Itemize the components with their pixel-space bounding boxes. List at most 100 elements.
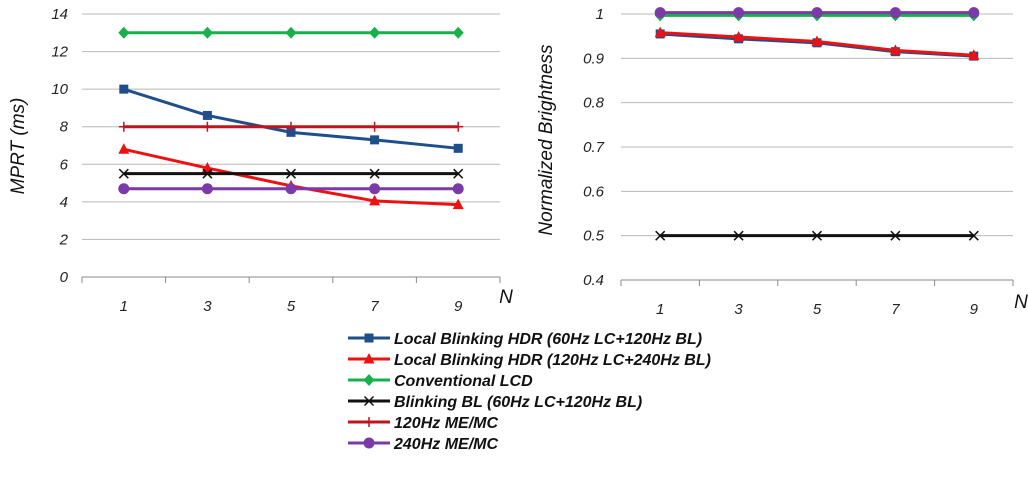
data-point — [369, 183, 381, 195]
series-120hz-me-mc — [118, 121, 464, 132]
y-tick-label: 2 — [59, 231, 69, 248]
data-point — [286, 121, 296, 132]
legend-marker — [363, 437, 375, 449]
data-point — [452, 26, 464, 39]
data-point — [285, 26, 297, 39]
y-tick-label: 0 — [60, 269, 69, 286]
legend-label: Local Blinking HDR (60Hz LC+120Hz BL) — [394, 331, 702, 348]
series-240hz-me-mc — [118, 183, 464, 195]
data-point — [201, 183, 213, 195]
legend-label: Conventional LCD — [394, 373, 533, 390]
data-point — [453, 121, 464, 132]
y-tick-label: 0.6 — [583, 183, 605, 200]
data-point — [733, 31, 745, 42]
series-blinking-bl-60hz-lc-120hz-bl — [118, 168, 464, 179]
y-tick-label: 14 — [51, 6, 68, 23]
series-local-blinking-hdr-60hz-lc-120hz-bl — [119, 84, 463, 153]
data-point — [733, 7, 745, 19]
legend-item: Local Blinking HDR (60Hz LC+120Hz BL) — [348, 331, 702, 348]
data-point — [811, 35, 823, 46]
data-point — [811, 7, 823, 19]
chart-panel-1: 0 2 4 6 8 10 12 14 1 3 5 7 9 N MPRT (ms) — [8, 6, 513, 315]
data-point — [285, 168, 297, 179]
x-tick-label: 3 — [734, 301, 743, 318]
series-line — [123, 147, 459, 207]
x-axis-label: N — [499, 287, 513, 308]
legend-marker — [363, 374, 375, 386]
y-tick-label: 4 — [60, 194, 68, 211]
y-tick-label: 1 — [596, 6, 604, 23]
legend-item: 240Hz ME/MC — [348, 436, 498, 453]
data-point — [202, 121, 213, 132]
chart-panel-2: 0.4 0.5 0.6 0.7 0.8 0.9 1 1 3 5 7 9 N Normalized Brig… — [536, 6, 1028, 318]
x-tick-label: 7 — [891, 301, 900, 318]
data-point — [968, 7, 980, 19]
legend-label: 120Hz ME/MC — [394, 415, 498, 432]
legend-label: Blinking BL (60Hz LC+120Hz BL) — [394, 394, 642, 411]
data-point — [119, 84, 129, 94]
x-tick-label: 5 — [813, 301, 822, 318]
data-point — [369, 194, 381, 206]
data-point — [369, 168, 380, 179]
x-tick-label: 7 — [370, 298, 379, 315]
data-point — [654, 7, 666, 19]
legend-item: Local Blinking HDR (120Hz LC+240Hz BL) — [348, 352, 711, 369]
series-conventional-lcd — [118, 26, 464, 39]
data-point — [968, 230, 979, 241]
legend-item: 120Hz ME/MC — [348, 415, 498, 432]
y-tick-label: 0.5 — [583, 228, 605, 245]
data-point — [811, 230, 823, 241]
x-tick-label: 3 — [203, 298, 212, 315]
data-point — [369, 26, 381, 39]
data-point — [890, 230, 901, 241]
legend: Local Blinking HDR (60Hz LC+120Hz BL) Loc… — [348, 331, 711, 453]
data-point — [452, 183, 464, 195]
series-240hz-me-mc — [654, 7, 980, 19]
data-point — [889, 44, 901, 55]
y-tick-label: 0.8 — [583, 95, 605, 112]
legend-marker — [364, 333, 374, 343]
legend-marker — [363, 395, 375, 407]
y-axis-label: Normalized Brightness — [536, 44, 557, 236]
data-point — [452, 198, 464, 210]
data-point — [118, 168, 129, 179]
y-axis-label: MPRT (ms) — [8, 98, 29, 195]
data-point — [453, 143, 463, 153]
series-local-blinking-hdr-120hz-lc-240hz-bl — [118, 143, 464, 210]
series-local-blinking-hdr-120hz-lc-240hz-bl — [654, 26, 980, 60]
legend-item: Conventional LCD — [348, 373, 533, 390]
x-tick-label: 1 — [120, 298, 128, 315]
x-tick-label: 9 — [970, 301, 979, 318]
data-point — [370, 135, 380, 145]
y-tick-label: 10 — [51, 81, 68, 98]
data-point — [118, 183, 130, 195]
data-point — [118, 26, 130, 39]
y-tick-label: 6 — [60, 156, 69, 173]
data-point — [202, 168, 213, 179]
legend-item: Blinking BL (60Hz LC+120Hz BL) — [348, 394, 642, 411]
y-tick-label: 12 — [51, 44, 68, 61]
x-tick-label: 5 — [287, 298, 296, 315]
data-point — [118, 121, 129, 132]
data-point — [654, 26, 666, 38]
legend-marker — [363, 353, 375, 364]
legend-label: Local Blinking HDR (120Hz LC+240Hz BL) — [394, 352, 711, 369]
series-blinking-bl-60hz-lc-120hz-bl — [655, 230, 979, 241]
data-point — [733, 230, 744, 241]
y-tick-label: 0.4 — [583, 272, 604, 289]
data-point — [285, 183, 297, 195]
x-tick-label: 1 — [656, 301, 664, 318]
data-point — [286, 127, 296, 137]
data-point — [453, 168, 464, 179]
data-point — [202, 110, 212, 120]
y-tick-label: 8 — [60, 119, 69, 136]
x-tick-label: 9 — [454, 298, 463, 315]
data-point — [968, 49, 980, 60]
series-line — [123, 87, 459, 150]
legend-marker — [364, 417, 374, 427]
y-tick-label: 0.9 — [583, 50, 605, 67]
data-point — [201, 26, 213, 39]
data-point — [655, 230, 666, 241]
